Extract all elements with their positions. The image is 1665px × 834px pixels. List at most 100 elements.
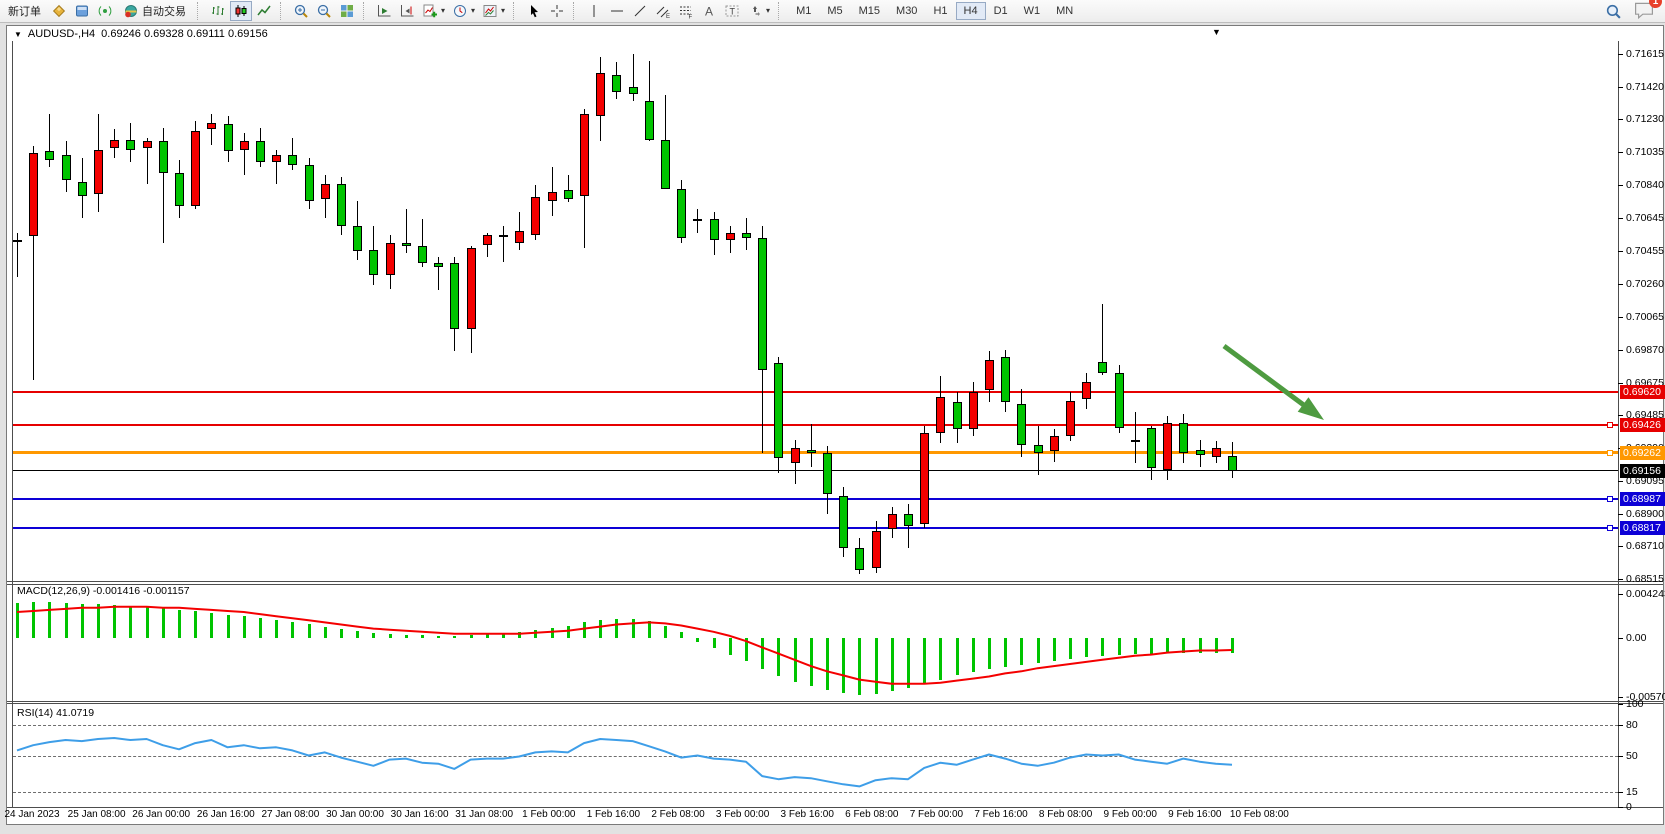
candlestick-chart-icon[interactable] <box>230 1 252 21</box>
candle-wick <box>1135 412 1136 464</box>
candlestick <box>191 131 200 206</box>
candle-wick <box>244 132 245 176</box>
auto-scroll-icon[interactable] <box>373 1 395 21</box>
shapes-button[interactable]: ▾ <box>744 1 773 21</box>
price-line-tag: 0.68817 <box>1620 521 1665 536</box>
candlestick <box>515 231 524 243</box>
fibonacci-icon[interactable]: F <box>675 1 697 21</box>
timeframe-button-mn[interactable]: MN <box>1056 5 1074 17</box>
trendline-icon[interactable] <box>629 1 651 21</box>
line-handle[interactable] <box>1607 422 1613 429</box>
chart-window[interactable]: ▼ AUDUSD-,H4 0.69246 0.69328 0.69111 0.6… <box>4 25 1665 825</box>
macd-histogram-bar <box>389 633 392 638</box>
text-label-icon[interactable]: T <box>721 1 743 21</box>
trend-arrow-head[interactable] <box>1297 397 1324 420</box>
macd-histogram-bar <box>826 638 829 690</box>
horizontal-line-icon[interactable] <box>606 1 628 21</box>
macd-histogram-bar <box>1166 638 1169 653</box>
equidistant-channel-icon[interactable]: E <box>652 1 674 21</box>
macd-histogram-bar <box>65 602 68 638</box>
zoom-in-icon[interactable] <box>290 1 312 21</box>
candlestick <box>888 514 897 530</box>
plot-left-border <box>12 41 13 807</box>
text-icon[interactable]: A <box>698 1 720 21</box>
macd-histogram-bar <box>308 624 311 638</box>
timeframe-button-d1[interactable]: D1 <box>993 5 1008 17</box>
candlestick <box>920 432 929 525</box>
current-price-line[interactable] <box>13 470 1618 472</box>
date-axis-label: 25 Jan 08:00 <box>67 809 126 820</box>
candlestick <box>450 263 459 330</box>
timeframe-button-m5[interactable]: M5 <box>827 5 843 17</box>
price-tick-mark <box>1618 546 1623 548</box>
bar-chart-icon[interactable] <box>207 1 229 21</box>
trend-arrow-line[interactable] <box>1222 343 1310 411</box>
rsi-level-line <box>13 724 1618 726</box>
candlestick <box>434 263 443 267</box>
new-order-button[interactable]: 新订单 <box>2 1 47 21</box>
line-handle[interactable] <box>1607 525 1613 532</box>
cursor-icon[interactable] <box>523 1 545 21</box>
horizontal-line-0.68987[interactable] <box>13 498 1618 501</box>
autotrading-button[interactable]: 自动交易 <box>117 1 192 21</box>
macd-histogram-bar <box>1118 638 1121 655</box>
search-icon[interactable] <box>1602 1 1625 21</box>
timeframe-button-w1[interactable]: W1 <box>1023 5 1041 17</box>
candlestick <box>791 448 800 464</box>
market-watch-icon[interactable] <box>71 1 93 21</box>
horizontal-line-0.68817[interactable] <box>13 527 1618 530</box>
macd-tick-label: -0.005709 <box>1626 691 1665 704</box>
timeframe-button-h4[interactable]: H4 <box>955 2 986 20</box>
collapse-triangle-icon[interactable]: ▼ <box>14 29 22 39</box>
gold-cube-icon[interactable] <box>48 1 70 21</box>
new-chart-button[interactable]: ▾ <box>419 1 448 21</box>
macd-histogram-bar <box>129 605 132 638</box>
line-handle[interactable] <box>1607 449 1613 456</box>
rsi-tick-label: 15 <box>1626 785 1638 798</box>
chart-plot-area[interactable]: ▼ AUDUSD-,H4 0.69246 0.69328 0.69111 0.6… <box>4 26 1665 824</box>
macd-pane-bottom-border <box>7 701 1663 702</box>
candlestick <box>872 531 881 569</box>
chart-shift-icon[interactable] <box>396 1 418 21</box>
price-tick-label: 0.71035 <box>1626 146 1664 159</box>
macd-histogram-bar <box>81 603 84 638</box>
crosshair-icon[interactable] <box>546 1 568 21</box>
vertical-line-icon[interactable] <box>583 1 605 21</box>
candle-wick <box>276 149 277 184</box>
date-axis-label: 2 Feb 08:00 <box>651 809 705 820</box>
notifications-button[interactable]: 1 <box>1633 0 1662 22</box>
timeframe-button-m1[interactable]: M1 <box>796 5 812 17</box>
candlestick <box>758 237 767 371</box>
chevron-down-icon: ▾ <box>501 6 506 15</box>
rsi-tick-mark <box>1618 704 1623 705</box>
candlestick <box>1066 400 1075 437</box>
candlestick <box>612 75 621 93</box>
line-chart-icon[interactable] <box>253 1 275 21</box>
price-tick-label: 0.70260 <box>1626 277 1664 290</box>
horizontal-line-0.69426[interactable] <box>13 424 1618 427</box>
macd-histogram-bar <box>291 622 294 638</box>
candlestick <box>629 87 638 94</box>
macd-histogram-bar <box>32 601 35 638</box>
template-button[interactable]: ▾ <box>479 1 508 21</box>
price-tick-label: 0.68900 <box>1626 508 1664 521</box>
timeframe-button-m30[interactable]: M30 <box>896 5 918 17</box>
price-tick-mark <box>1618 54 1623 55</box>
chart-ohlc-values: 0.69246 0.69328 0.69111 0.69156 <box>101 28 268 40</box>
signal-icon[interactable] <box>94 1 116 21</box>
macd-histogram-bar <box>810 638 813 686</box>
toolbar-separator <box>363 2 369 20</box>
timeframe-button-h1[interactable]: H1 <box>933 5 948 17</box>
tile-windows-icon[interactable] <box>336 1 358 21</box>
line-handle[interactable] <box>1607 496 1613 503</box>
macd-histogram-bar <box>16 602 19 638</box>
svg-text:E: E <box>666 14 670 19</box>
window-menu-icon[interactable]: ▼ <box>1212 27 1221 37</box>
candlestick <box>839 495 848 549</box>
price-tick-label: 0.70645 <box>1626 212 1664 225</box>
zoom-out-icon[interactable] <box>313 1 335 21</box>
horizontal-line-0.69620[interactable] <box>13 391 1618 394</box>
candle-wick <box>49 114 50 167</box>
period-clock-button[interactable]: ▾ <box>449 1 478 21</box>
timeframe-button-m15[interactable]: M15 <box>858 5 881 17</box>
